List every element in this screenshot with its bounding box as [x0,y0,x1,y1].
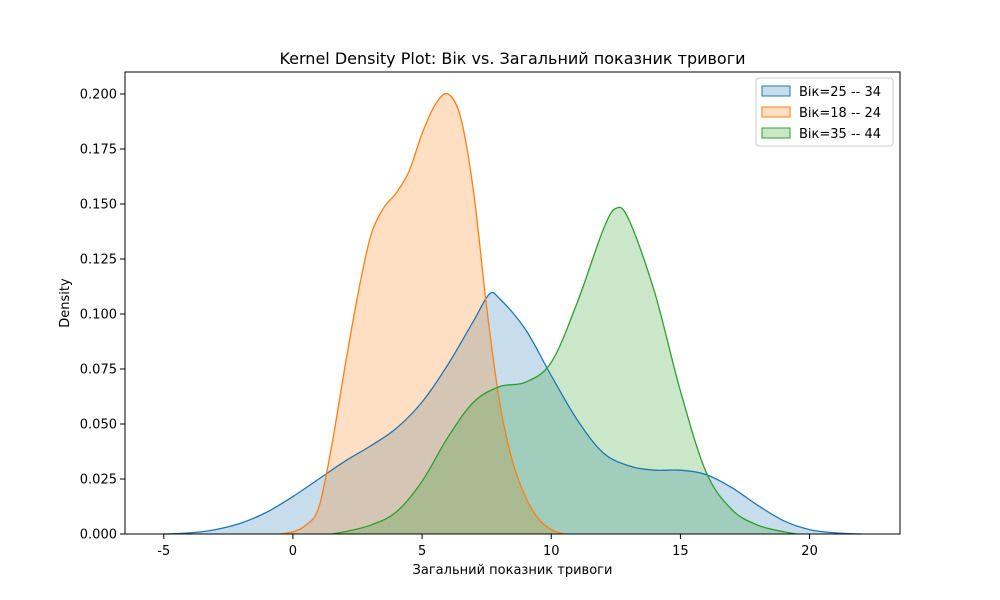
density-fill-2 [331,207,797,534]
legend-label-2: Вік=35 -- 44 [799,127,881,142]
x-tick-label: 15 [672,544,689,559]
x-tick-label: 10 [543,544,560,559]
y-tick-label: 0.150 [80,198,117,213]
legend-label-1: Вік=18 -- 24 [799,106,881,121]
y-tick-label: 0.125 [80,253,117,268]
y-tick-label: 0.025 [80,473,117,488]
density-line-1 [279,92,565,535]
x-tick-label: -5 [157,544,170,559]
y-axis-ticks: 0.000 0.025 0.050 0.075 0.100 0.125 0.150 0.175… [80,88,125,543]
y-tick-label: 0.200 [80,88,117,103]
legend-swatch-1 [761,106,791,118]
x-tick-label: 20 [801,544,818,559]
legend-swatch-2 [761,127,791,139]
x-tick-label: 0 [289,544,297,559]
y-tick-label: 0.050 [80,418,117,433]
density-lines [163,92,862,535]
y-tick-label: 0.175 [80,143,117,158]
x-tick-label: 5 [418,544,426,559]
density-fill-0 [163,292,862,534]
y-tick-label: 0.075 [80,363,117,378]
density-fills [163,93,862,534]
legend-label-0: Вік=25 -- 34 [799,85,881,100]
density-line-2 [331,206,797,535]
x-axis-label: Загальний показник тривоги [413,563,613,578]
density-fill-1 [280,93,565,534]
y-tick-label: 0.100 [80,308,117,323]
legend-swatch-0 [761,85,791,97]
density-line-0 [163,291,862,535]
y-axis-label: Density [58,278,73,328]
x-axis-ticks: -5 0 5 10 15 20 [157,534,818,559]
plot-frame [124,71,901,535]
legend: Вік=25 -- 34 Вік=18 -- 24 Вік=35 -- 44 [755,77,894,147]
y-tick-label: 0.000 [80,528,117,543]
chart-title: Kernel Density Plot: Вік vs. Загальний п… [279,49,745,68]
